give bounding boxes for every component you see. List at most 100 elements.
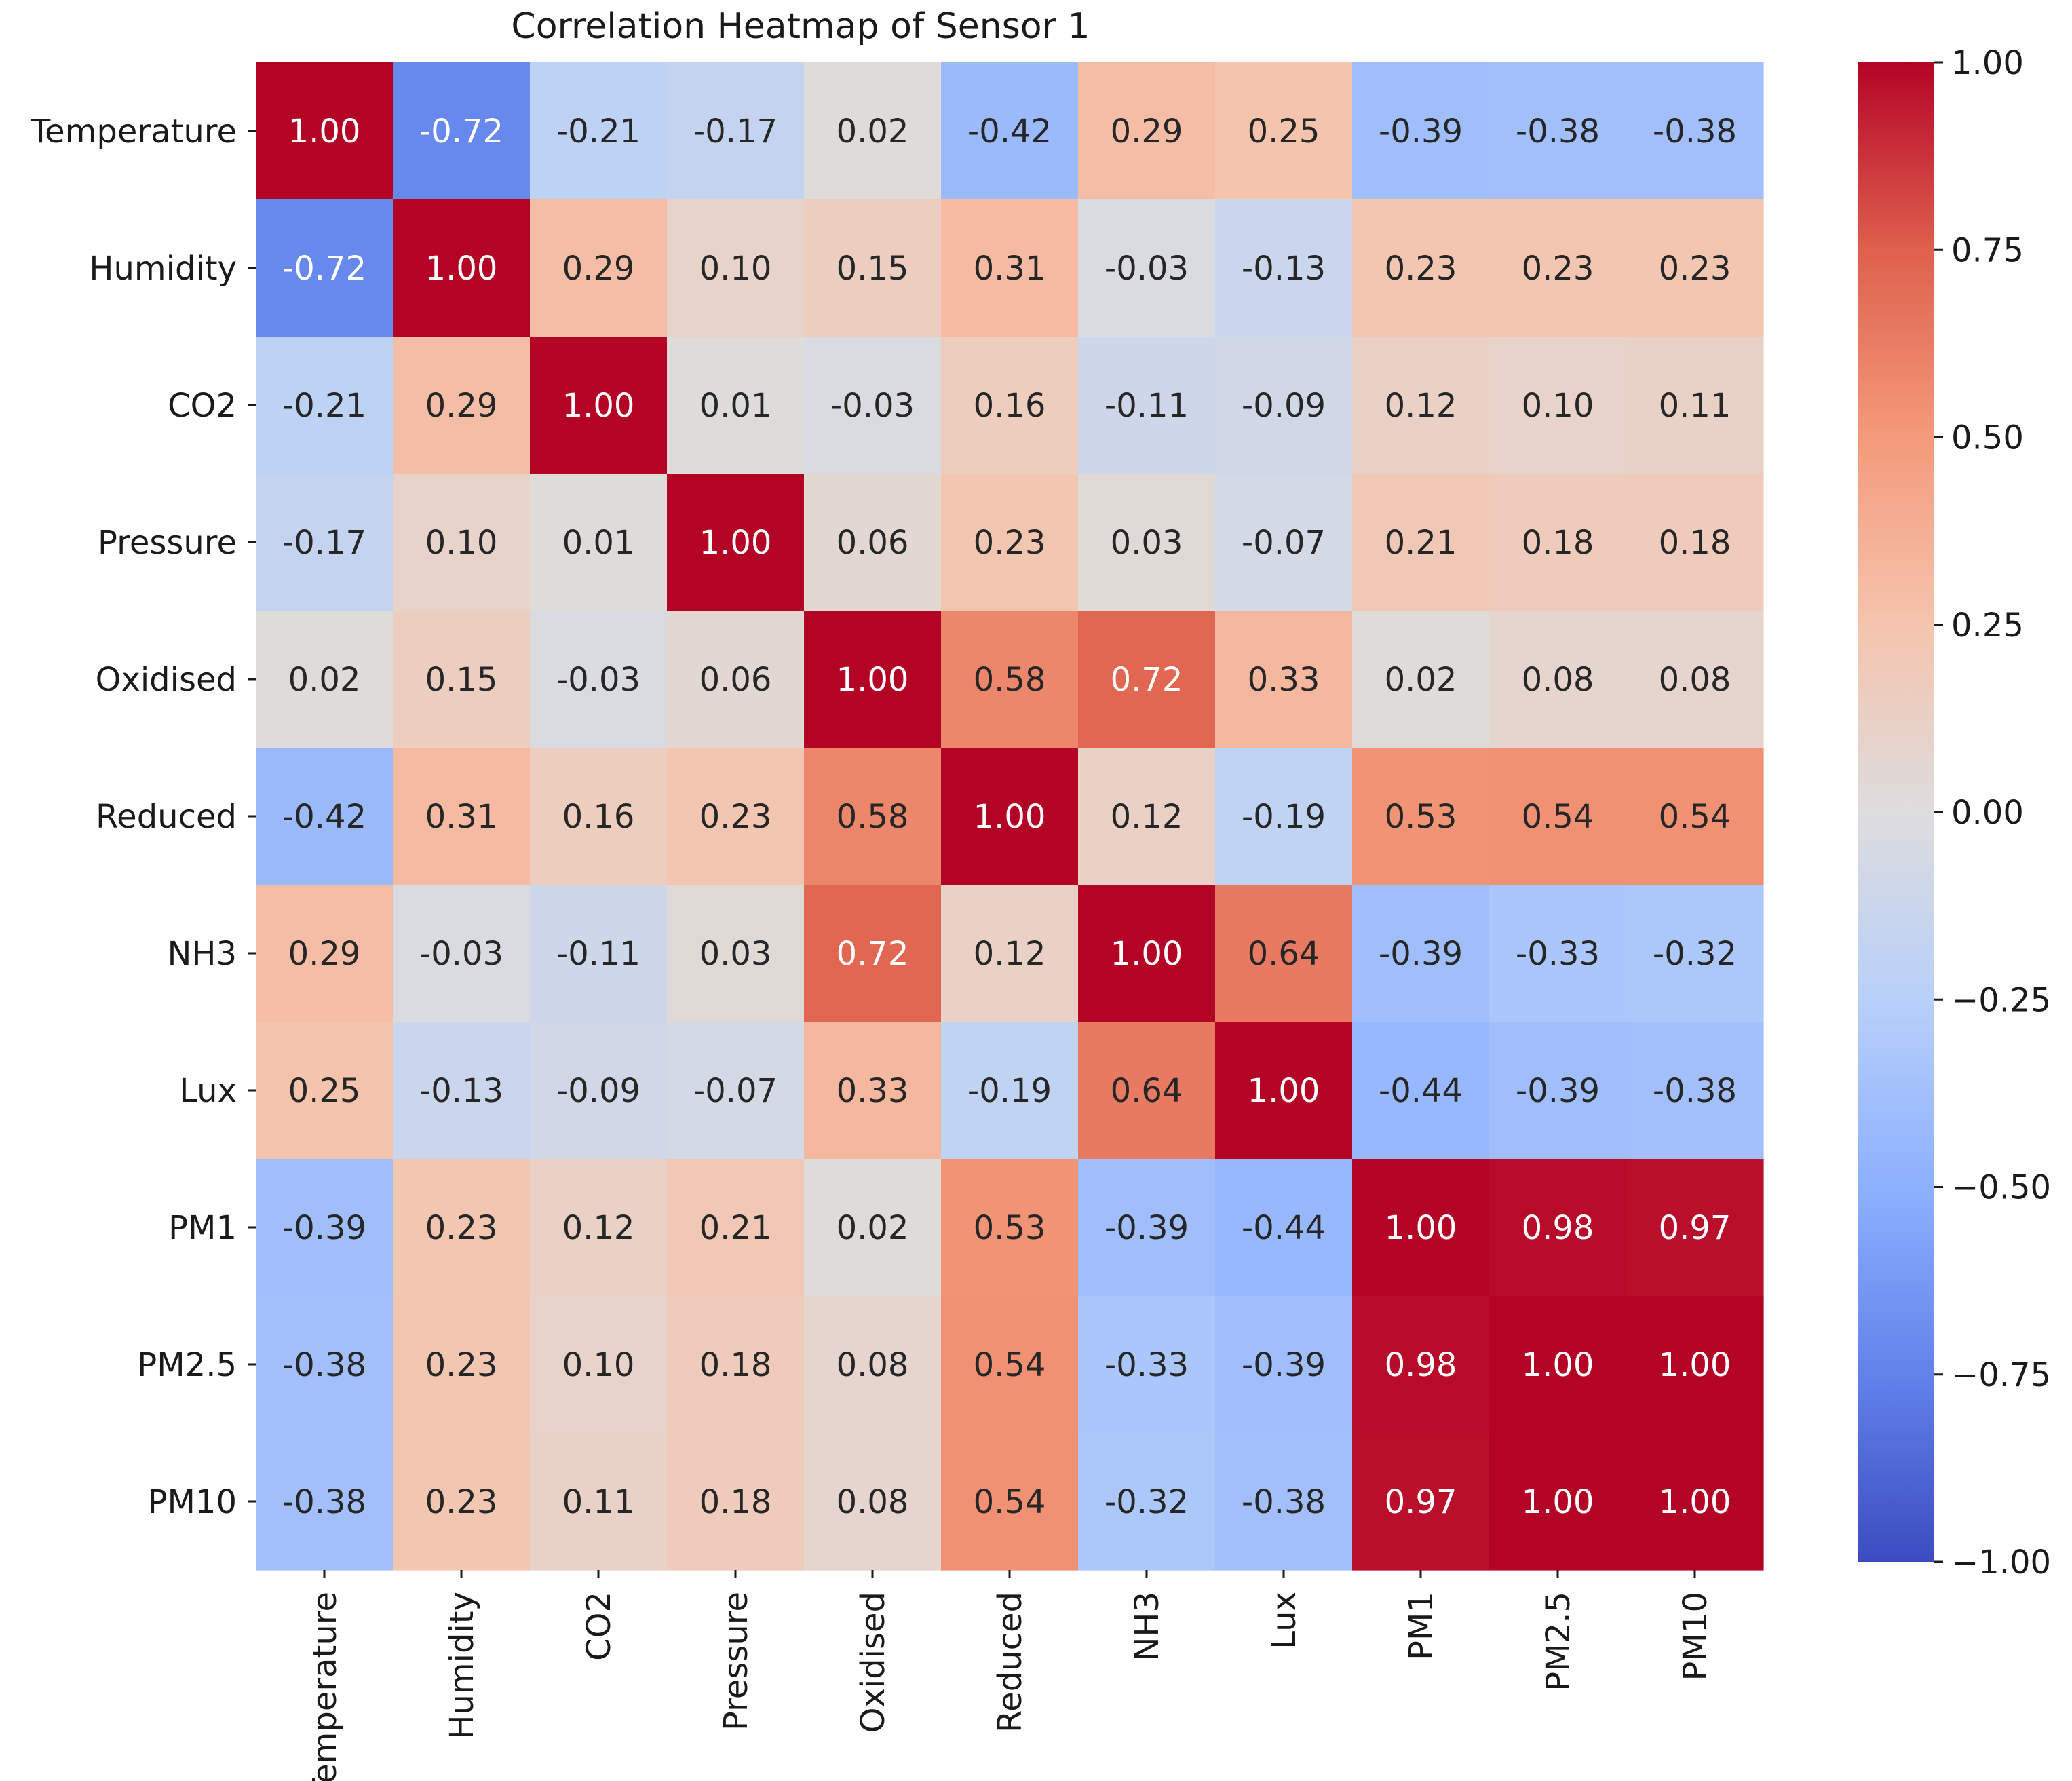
cell-value-label: 0.12 [1111,798,1183,836]
cell-value-label: -0.38 [1242,1483,1326,1521]
cell-value-label: -0.38 [1516,113,1600,151]
column-label-co2: CO2 [580,1592,618,1661]
heatmap-cell-oxidised-oxidised [804,611,942,748]
heatmap-cell-humidity-temperature [256,199,394,337]
heatmap-cell-reduced-pm2-5 [1489,748,1627,885]
colorbar-tick-label: −1.00 [1951,1544,2051,1582]
cell-value-label: -0.39 [1379,935,1463,973]
heatmap-cell-lux-co2 [530,1022,668,1160]
heatmap-cell-pm1-humidity [393,1159,531,1297]
heatmap-cell-humidity-oxidised [804,199,942,337]
heatmap-cell-temperature-humidity [393,62,531,200]
heatmap-cell-co2-lux [1215,337,1353,474]
heatmap-cell-co2-temperature [256,337,394,474]
column-axis: Temperature Humidity CO2 Pressure Oxidised Re… [306,1570,1714,1781]
cell-value-label: -0.11 [1105,387,1189,425]
heatmap-cell-temperature-temperature [256,62,394,200]
heatmap-cell-pm10-pm1 [1352,1433,1490,1571]
heatmap-cell-pm10-pm10 [1626,1433,1764,1571]
row-label-nh3: NH3 [167,935,237,973]
cell-value-label: 0.31 [425,798,498,836]
cell-value-label: 0.64 [1248,935,1320,973]
heatmap-cell-pm2-5-humidity [393,1296,531,1434]
heatmap-cell-humidity-reduced [941,199,1079,337]
cell-value-label: 0.29 [562,250,635,288]
cell-value-label: -0.03 [830,387,915,425]
heatmap-cell-reduced-temperature [256,748,394,885]
row-label-pm2-5: PM2.5 [137,1346,237,1384]
heatmap-cell-pm10-pm2-5 [1489,1433,1627,1571]
heatmap-cell-co2-pm10 [1626,337,1764,474]
heatmap-cell-pressure-pm1 [1352,474,1490,611]
cell-value-label: 0.23 [974,524,1046,562]
cell-value-label: -0.21 [282,387,366,425]
heatmap-cell-co2-pm2-5 [1489,337,1627,474]
cell-value-label: 0.23 [1385,250,1457,288]
heatmap-cell-pressure-pm2-5 [1489,474,1627,611]
cell-value-label: 0.58 [837,798,909,836]
cell-value-label: -0.38 [1653,1072,1737,1110]
cell-value-label: 0.10 [1522,387,1594,425]
heatmap-cell-pm1-temperature [256,1159,394,1297]
cell-value-label: 0.11 [1659,387,1731,425]
heatmap-cell-co2-nh3 [1078,337,1216,474]
cell-value-label: -0.17 [282,524,366,562]
heatmap-cell-pm1-pm10 [1626,1159,1764,1297]
column-label-pm1: PM1 [1402,1592,1440,1660]
cell-value-label: 0.25 [1248,113,1320,151]
cell-value-label: -0.03 [1105,250,1189,288]
cell-value-label: 0.08 [837,1483,909,1521]
cell-value-label: -0.11 [556,935,640,973]
heatmap-cell-pm2-5-lux [1215,1296,1353,1434]
cell-value-label: -0.32 [1653,935,1737,973]
heatmap-cell-nh3-pm2-5 [1489,885,1627,1022]
heatmap-cell-co2-pm1 [1352,337,1490,474]
heatmap-cell-oxidised-pressure [667,611,805,748]
heatmap-cell-pressure-co2 [530,474,668,611]
column-label-temperature: Temperature [306,1592,344,1781]
heatmap-cell-oxidised-nh3 [1078,611,1216,748]
cell-value-label: 0.18 [699,1483,772,1521]
cell-value-label: 0.21 [1385,524,1457,562]
cell-value-label: 0.18 [1522,524,1594,562]
heatmap-cell-pm1-oxidised [804,1159,942,1297]
heatmap-cell-pm2-5-pm1 [1352,1296,1490,1434]
cell-value-label: 1.00 [1522,1346,1594,1384]
heatmap-cell-reduced-humidity [393,748,531,885]
heatmap-cell-lux-nh3 [1078,1022,1216,1160]
cell-value-label: -0.38 [282,1346,366,1384]
heatmap-cell-co2-co2 [530,337,668,474]
heatmap-cell-pm1-reduced [941,1159,1079,1297]
cell-value-label: 0.12 [974,935,1046,973]
cell-value-label: 1.00 [1659,1346,1731,1384]
heatmap-cell-nh3-humidity [393,885,531,1022]
cell-value-label: 1.00 [1522,1483,1594,1521]
cell-value-label: -0.38 [1653,113,1737,151]
heatmap-cell-lux-reduced [941,1022,1079,1160]
cell-value-label: -0.09 [1242,387,1326,425]
cell-value-label: -0.03 [419,935,503,973]
heatmap-cell-temperature-pm2-5 [1489,62,1627,200]
heatmap-cell-nh3-pm10 [1626,885,1764,1022]
cell-value-label: 0.23 [1659,250,1731,288]
heatmap-cell-nh3-lux [1215,885,1353,1022]
cell-value-label: -0.19 [967,1072,1052,1110]
cell-value-label: -0.21 [556,113,640,151]
cell-value-label: 0.06 [699,661,772,699]
cell-value-label: 0.29 [288,935,361,973]
heatmap-cell-pm1-lux [1215,1159,1353,1297]
heatmap-cell-pm2-5-co2 [530,1296,668,1434]
row-label-co2: CO2 [168,387,237,425]
cell-value-label: 0.03 [1111,524,1183,562]
cell-value-label: -0.72 [282,250,366,288]
heatmap-cell-pressure-pressure [667,474,805,611]
heatmap-cell-humidity-lux [1215,199,1353,337]
cell-value-label: 0.12 [1385,387,1457,425]
colorbar-tick-label: −0.75 [1951,1356,2051,1394]
heatmap-cell-pm2-5-pm2-5 [1489,1296,1627,1434]
heatmap-cell-co2-reduced [941,337,1079,474]
heatmap-cell-oxidised-co2 [530,611,668,748]
column-label-oxidised: Oxidised [854,1592,892,1733]
cell-value-label: 0.08 [1522,661,1594,699]
column-label-pm2-5: PM2.5 [1539,1592,1577,1691]
